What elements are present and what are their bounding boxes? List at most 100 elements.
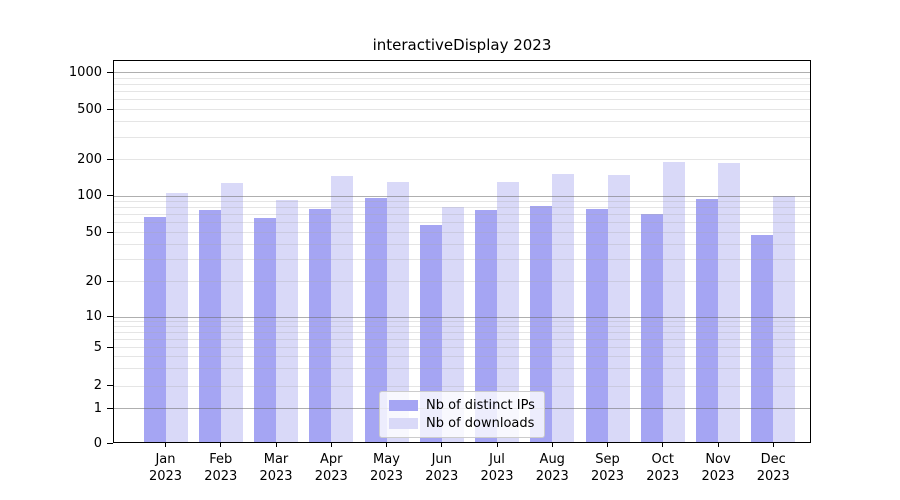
x-tick-mark [551,443,553,447]
y-tick-label: 100 [77,188,102,203]
y-tick-label: 1 [93,400,102,416]
grid-line-minor [114,77,810,79]
bar-distinct-ips [640,214,663,442]
y-tick-mark [107,442,113,444]
grid-line-minor [114,109,810,110]
y-tick-mark [107,231,113,233]
legend-label-downloads: Nb of downloads [426,416,535,431]
x-tick-mark [662,443,664,447]
bar-distinct-ips [254,218,276,442]
y-tick-mark [107,280,113,282]
grid-line-minor [114,214,810,216]
grid-line-minor [114,385,810,387]
x-tick-mark [607,443,608,447]
grid-line-minor [114,332,810,334]
grid-line-major [114,316,810,318]
grid-line-minor [114,99,810,101]
x-tick-label: Jul 2023 [480,452,514,484]
bar-distinct-ips [696,198,718,442]
bar-distinct-ips [143,217,166,442]
grid-line-minor [114,232,810,233]
x-tick-label: Dec 2023 [756,452,790,484]
x-tick-mark [220,443,222,447]
y-tick-label: 200 [77,151,102,167]
grid-line-minor [114,347,810,348]
grid-line-minor [114,222,810,224]
legend-swatch-distinct-ips [389,400,418,411]
bar-distinct-ips [364,198,387,442]
bar-downloads [220,182,243,442]
x-tick-mark [275,443,277,447]
x-tick-mark [717,443,719,447]
bar-distinct-ips [475,209,497,442]
bar-downloads [276,200,298,442]
grid-line-minor [114,83,810,85]
legend-label-distinct-ips: Nb of distinct IPs [426,398,535,413]
y-tick-mark [107,195,113,196]
bar-distinct-ips [751,235,774,442]
x-tick-label: Aug 2023 [535,452,569,484]
y-tick-label: 1000 [68,64,102,80]
bar-downloads [497,182,519,442]
y-tick-label: 50 [85,224,102,240]
grid-line-major [114,72,810,73]
grid-line-minor [114,368,810,370]
bar-distinct-ips [585,208,608,442]
y-tick-mark [107,346,113,348]
x-tick-mark [165,443,166,447]
legend-item-downloads: Nb of downloads [389,416,535,431]
grid-line-minor [114,207,810,209]
legend: Nb of distinct IPs Nb of downloads [379,391,545,438]
x-tick-mark [772,443,774,447]
x-tick-label: Jun 2023 [425,452,459,484]
x-tick-label: May 2023 [369,452,404,484]
bar-distinct-ips [198,209,221,442]
x-tick-mark [330,443,332,447]
bar-distinct-ips [309,209,332,442]
x-tick-label: Sep 2023 [590,452,625,484]
bar-downloads [607,174,630,442]
grid-line-minor [114,243,810,245]
y-tick-mark [107,385,113,386]
grid-line-minor [114,121,810,123]
grid-line-major [114,195,810,197]
y-tick-label: 10 [85,309,102,324]
legend-swatch-downloads [389,418,418,429]
legend-item-distinct-ips: Nb of distinct IPs [389,398,535,413]
x-tick-label: Apr 2023 [314,452,348,484]
bar-downloads [441,207,464,442]
x-tick-label: Jan 2023 [148,452,183,484]
y-tick-mark [107,158,113,160]
x-tick-label: Nov 2023 [701,452,735,484]
grid-line-minor [114,326,810,328]
y-tick-label: 20 [85,273,102,289]
x-tick-mark [496,443,498,447]
y-tick-mark [107,316,113,317]
y-tick-label: 0 [93,435,102,451]
grid-line-minor [114,281,810,282]
grid-line-minor [114,338,810,340]
x-tick-label: Feb 2023 [204,452,238,484]
grid-line-minor [114,356,810,358]
bar-downloads [386,181,409,442]
bar-distinct-ips [419,225,442,442]
y-tick-mark [107,108,113,110]
grid-line-minor [114,91,810,93]
y-tick-mark [107,407,113,409]
bar-downloads [718,163,740,442]
y-tick-label: 2 [93,378,102,393]
grid-line-minor [114,259,810,261]
bar-distinct-ips [530,205,553,442]
y-tick-label: 5 [93,339,102,355]
x-tick-label: Mar 2023 [259,452,293,484]
y-tick-label: 500 [77,101,102,117]
plot-area [113,60,811,443]
bar-downloads [773,195,796,442]
x-tick-mark [386,443,387,447]
x-tick-label: Oct 2023 [646,452,680,484]
grid-line-minor [114,321,810,323]
grid-line-minor [114,136,810,138]
grid-line-minor [114,159,810,160]
bar-downloads [552,173,575,442]
